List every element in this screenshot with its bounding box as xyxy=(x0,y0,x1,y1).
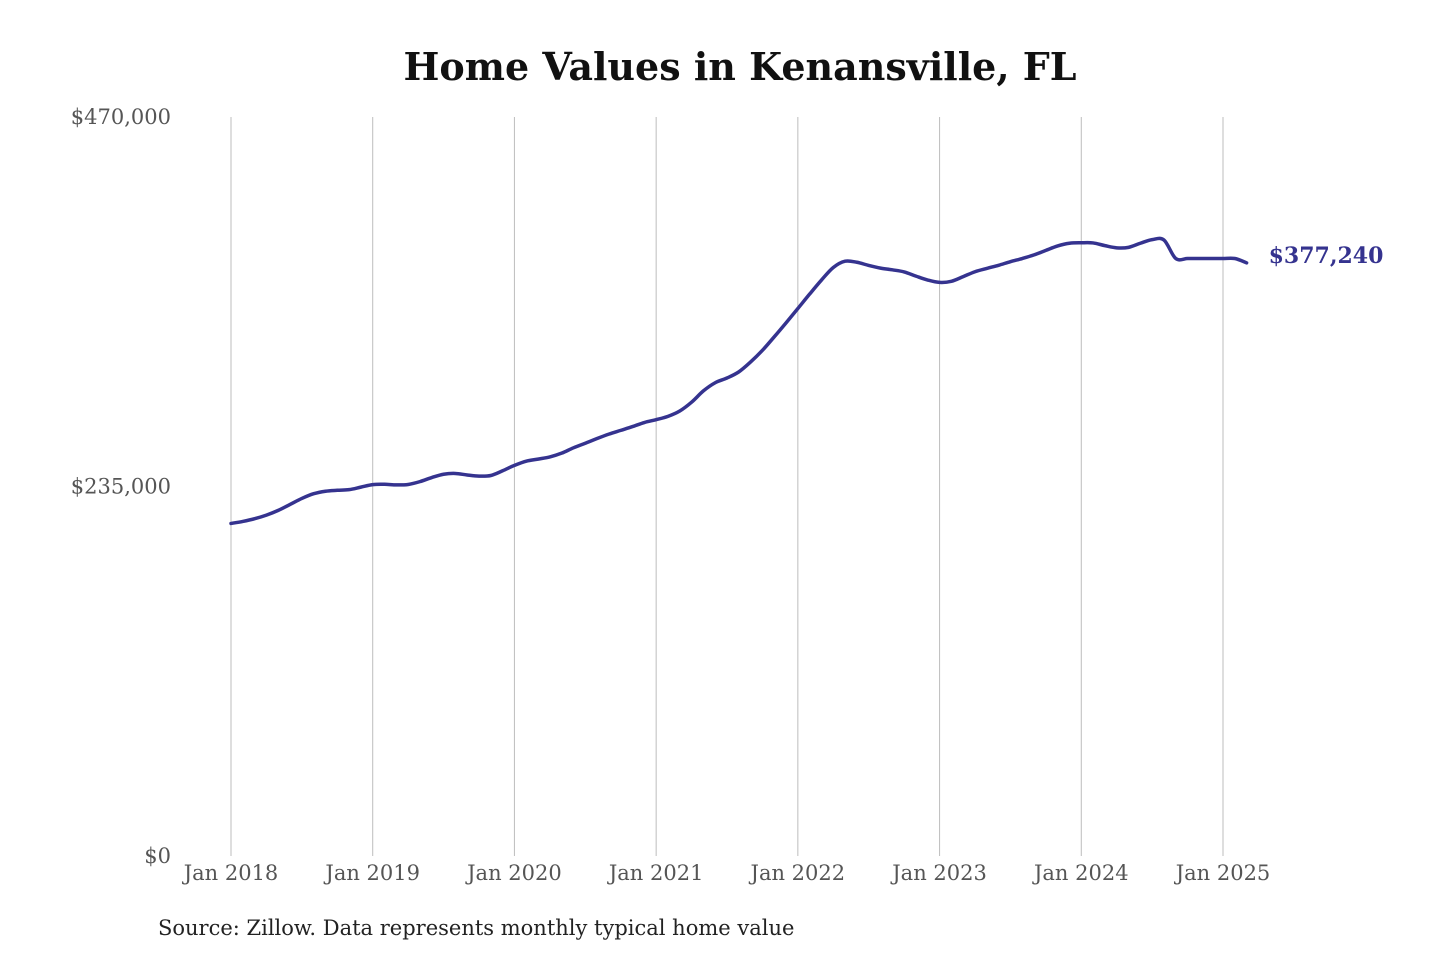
x-tick-label: Jan 2018 xyxy=(182,861,279,885)
x-axis-ticks: Jan 2018 Jan 2019 Jan 2020 Jan 2021 Jan 2022… xyxy=(182,861,1271,885)
y-tick-label: $470,000 xyxy=(71,105,171,129)
chart-title: Home Values in Kenansville, FL xyxy=(403,44,1077,89)
x-tick-label: Jan 2022 xyxy=(749,861,846,885)
x-tick-label: Jan 2021 xyxy=(607,861,704,885)
end-value-label: $377,240 xyxy=(1269,243,1384,269)
x-tick-label: Jan 2024 xyxy=(1032,861,1129,885)
y-tick-label: $235,000 xyxy=(71,475,171,499)
x-tick-label: Jan 2025 xyxy=(1174,861,1271,885)
home-value-line xyxy=(229,236,1249,526)
x-tick-label: Jan 2023 xyxy=(890,861,987,885)
y-axis-ticks: $0 $235,000 $470,000 xyxy=(71,105,171,868)
source-note: Source: Zillow. Data represents monthly … xyxy=(158,916,795,940)
x-tick-label: Jan 2019 xyxy=(323,861,420,885)
vertical-gridlines xyxy=(230,117,1224,856)
x-tick-label: Jan 2020 xyxy=(465,861,562,885)
y-tick-label: $0 xyxy=(144,844,171,868)
